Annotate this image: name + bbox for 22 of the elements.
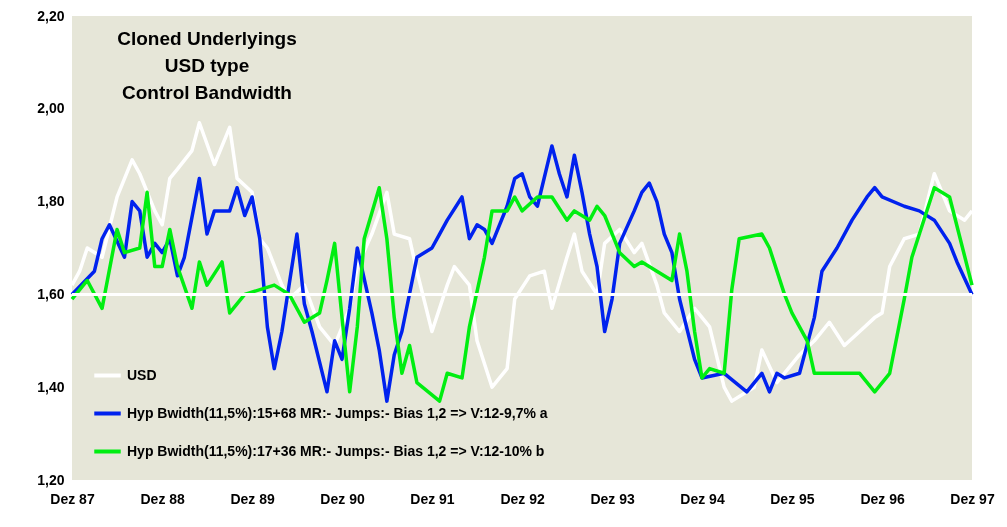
line-series xyxy=(70,185,974,403)
x-tick-label: Dez 95 xyxy=(770,490,815,507)
x-tick-label: Dez 88 xyxy=(140,490,186,507)
y-tick-label: 2,20 xyxy=(37,7,65,24)
x-tick-label: Dez 96 xyxy=(860,490,905,507)
x-tick-label: Dez 90 xyxy=(320,490,365,507)
x-tick-label: Dez 91 xyxy=(410,490,455,507)
x-tick-label: Dez 87 xyxy=(50,490,95,507)
y-tick-label: 1,40 xyxy=(37,378,65,395)
x-tick-label: Dez 92 xyxy=(500,490,546,507)
y-tick-label: 1,80 xyxy=(37,193,65,210)
legend-label: Hyp Bwidth(11,5%):15+68 MR:- Jumps:- Bias 1,2 => V:12-9,7% a xyxy=(127,404,548,421)
x-tick-label: Dez 89 xyxy=(230,490,275,507)
x-tick-label: Dez 93 xyxy=(590,490,635,507)
y-tick-label: 2,00 xyxy=(37,100,65,117)
x-tick-label: Dez 94 xyxy=(680,490,725,507)
y-tick-label: 1,60 xyxy=(37,285,65,302)
legend-label: Hyp Bwidth(11,5%):17+36 MR:- Jumps:- Bias 1,2 => V:12-10% b xyxy=(127,442,545,459)
x-tick-label: Dez 97 xyxy=(950,490,995,507)
y-tick-label: 1,20 xyxy=(37,471,65,488)
text: Cloned Underlyings USD type Control Bandwidth xyxy=(117,28,297,103)
legend-label: USD xyxy=(127,366,157,383)
